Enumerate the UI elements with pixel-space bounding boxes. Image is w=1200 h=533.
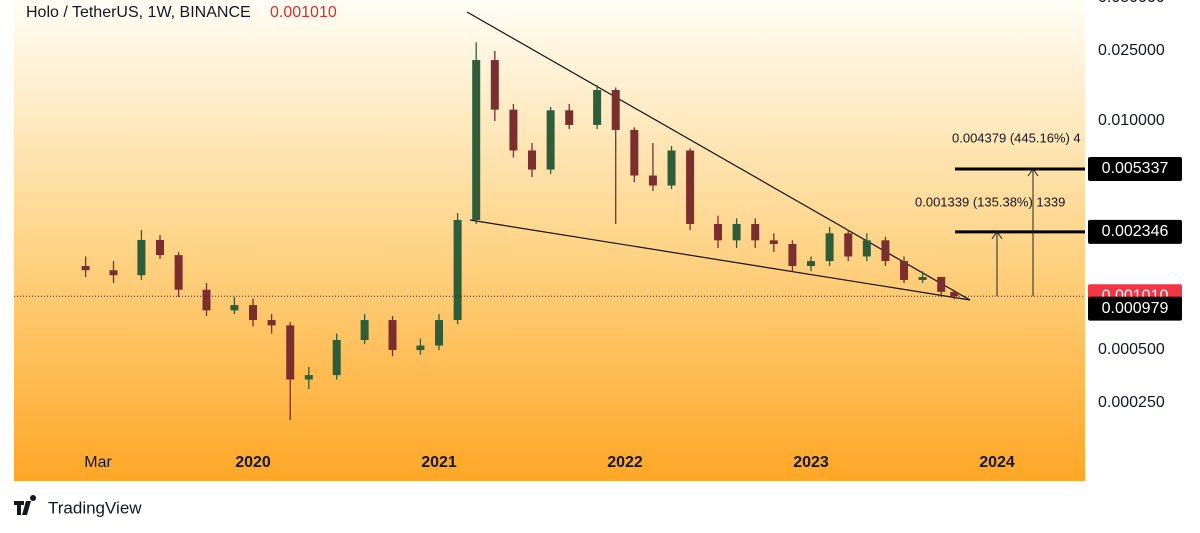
- candle-body: [435, 320, 444, 346]
- candle-body: [156, 239, 165, 256]
- candle-body: [950, 291, 959, 297]
- logo: [14, 495, 37, 515]
- candle-body: [611, 90, 620, 130]
- candle-body: [565, 110, 574, 125]
- arrow-head: [1027, 168, 1039, 177]
- y-tick-label: 0.025000: [1098, 42, 1165, 59]
- annotation: 0.004379 (445.16%) 4: [952, 130, 1081, 145]
- candle-body: [360, 320, 369, 340]
- arrow-head: [991, 230, 1003, 240]
- price-label-box: [1088, 157, 1182, 182]
- price-label-box: [1088, 219, 1182, 244]
- candle-body: [388, 320, 397, 351]
- candle-body: [769, 240, 778, 245]
- y-tick-label: 0.000500: [1098, 341, 1165, 358]
- candle-body: [593, 90, 602, 125]
- candle-body: [825, 233, 834, 262]
- candle-body: [751, 223, 760, 241]
- candle-body: [304, 375, 313, 380]
- candle-body: [472, 60, 481, 220]
- candle-body: [249, 305, 258, 321]
- candle-body: [528, 150, 537, 170]
- candle-body: [648, 175, 657, 186]
- candle-body: [714, 223, 723, 241]
- candle-body: [81, 266, 90, 271]
- x-tick-label: 2024: [979, 454, 1015, 471]
- candle-body: [490, 60, 499, 110]
- candle-body: [862, 240, 871, 257]
- candle-body: [416, 345, 425, 351]
- candle-body: [332, 339, 341, 376]
- plot-background: [14, 0, 1085, 481]
- candle-body: [453, 219, 462, 321]
- chart-title: Holo / TetherUS, 1W, BINANCE: [26, 4, 251, 21]
- candle-body: [844, 233, 853, 257]
- trend-line: [469, 219, 971, 301]
- candle-body: [788, 244, 797, 267]
- annotation: 0.001339 (135.38%) 1339: [915, 194, 1065, 209]
- x-tick-label: 2021: [421, 454, 457, 471]
- candle-body: [937, 276, 946, 292]
- y-tick-label: 0.000250: [1098, 394, 1165, 411]
- candle-body: [881, 240, 890, 262]
- candle-body: [230, 305, 239, 311]
- x-tick-label: 2023: [793, 454, 829, 471]
- brand: TradingView: [48, 498, 142, 517]
- candle-body: [667, 150, 676, 186]
- candle-body: [918, 276, 927, 280]
- y-tick-label: 0.010000: [1098, 112, 1165, 129]
- x-tick-label: 2020: [235, 454, 271, 471]
- candle-body: [109, 270, 118, 276]
- y-tick-label: 0.050000: [1098, 0, 1165, 6]
- price-label: 0.005337: [1102, 160, 1169, 177]
- candle-body: [807, 261, 816, 267]
- candle-body: [732, 223, 741, 241]
- x-tick-label: 2022: [607, 454, 643, 471]
- candle-body: [174, 255, 183, 290]
- candle-body: [900, 261, 909, 280]
- candle-body: [630, 129, 639, 176]
- x-tick-label: Mar: [84, 454, 112, 471]
- price-label: 0.000979: [1102, 300, 1169, 317]
- candle-body: [202, 289, 211, 311]
- candle-body: [546, 110, 555, 170]
- candle-body: [686, 150, 695, 224]
- candle-body: [509, 109, 518, 151]
- price-label-box: [1088, 296, 1182, 321]
- price-label: 0.002346: [1102, 223, 1169, 240]
- candle-body: [267, 320, 276, 326]
- last-price: 0.001010: [270, 4, 337, 21]
- candle-body: [286, 325, 295, 380]
- candle-body: [137, 239, 146, 276]
